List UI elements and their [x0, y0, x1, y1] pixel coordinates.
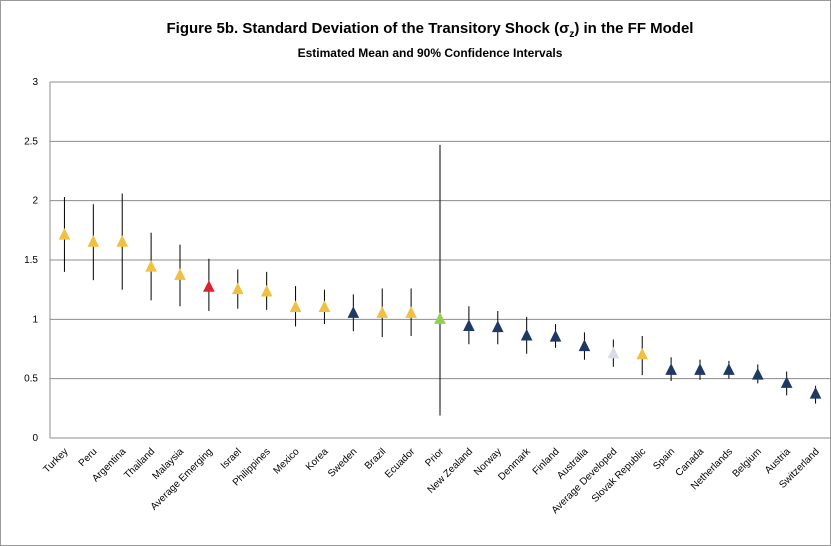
mean-marker [780, 376, 793, 388]
mean-marker [549, 330, 562, 342]
mean-marker [520, 328, 533, 341]
mean-marker [607, 346, 620, 359]
mean-marker [665, 363, 677, 375]
y-tick-label: 1.5 [24, 255, 38, 266]
mean-marker [318, 300, 331, 312]
mean-marker [145, 260, 157, 272]
y-tick-label: 0.5 [24, 374, 38, 385]
mean-marker [723, 363, 735, 375]
mean-marker [809, 386, 822, 399]
mean-marker [347, 306, 360, 318]
mean-marker [260, 284, 273, 297]
mean-marker [58, 227, 71, 240]
y-tick-label: 2.5 [24, 136, 38, 147]
mean-marker [405, 306, 417, 318]
mean-marker [231, 282, 244, 295]
mean-marker [578, 339, 591, 352]
mean-marker [434, 312, 446, 324]
title-text: Figure 5b. Standard Deviation of the Tra… [167, 20, 570, 37]
mean-marker [116, 235, 129, 247]
chart-title: Figure 5b. Standard Deviation of the Tra… [167, 20, 694, 40]
mean-marker [463, 319, 475, 331]
mean-marker [289, 300, 302, 312]
mean-marker [87, 235, 100, 247]
y-tick-label: 3 [32, 77, 38, 88]
y-tick-label: 1 [32, 314, 38, 325]
chart-subtitle: Estimated Mean and 90% Confidence Interv… [298, 46, 563, 60]
title-subscript: z [569, 29, 574, 40]
mean-marker [694, 363, 706, 375]
mean-marker [203, 280, 215, 292]
title-text: ) in the FF Model [574, 20, 693, 37]
y-tick-label: 0 [32, 433, 38, 444]
mean-marker [491, 320, 504, 333]
mean-marker [636, 347, 649, 360]
mean-marker [174, 268, 186, 280]
y-tick-label: 2 [32, 196, 38, 207]
mean-marker [751, 367, 764, 380]
mean-marker [376, 306, 389, 318]
